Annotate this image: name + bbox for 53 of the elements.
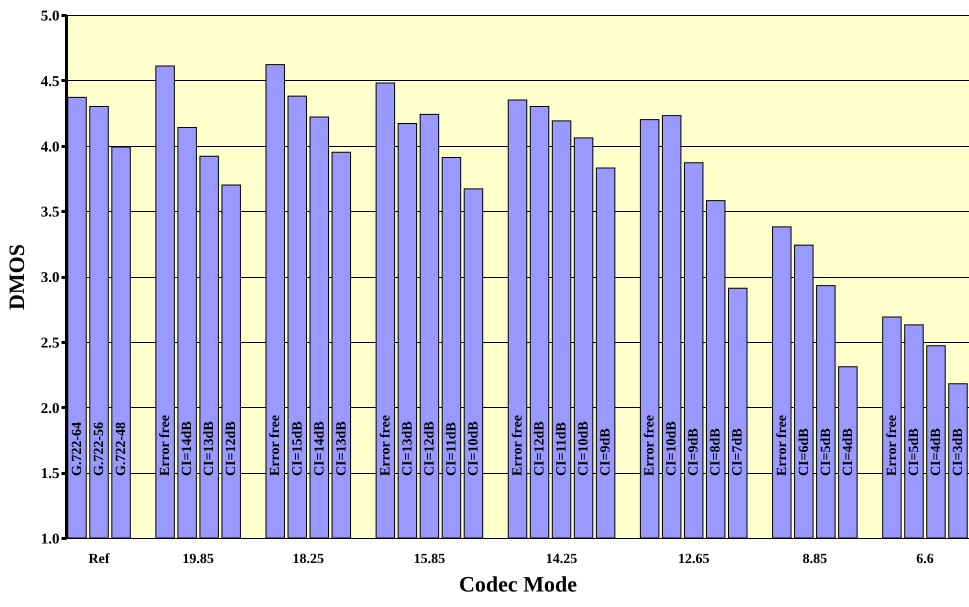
x-tick-label: CI=12dB <box>422 421 438 476</box>
x-tick-label: CI=5dB <box>818 428 834 476</box>
text: 8.85 <box>802 552 828 567</box>
x-tick-label: CI=13dB <box>400 421 416 476</box>
x-tick-label: G.722-64 <box>70 422 86 476</box>
y-tick-label: 3.5 <box>40 204 60 221</box>
text: 14.25 <box>546 552 578 567</box>
x-tick-label: Error free <box>378 414 394 476</box>
x-tick-label: CI=10dB <box>466 421 482 476</box>
x-tick-label: CI=13dB <box>202 421 218 476</box>
x-tick-label: CI=13dB <box>334 421 350 476</box>
x-tick-label: CI=12dB <box>532 421 548 476</box>
x-tick-label: Error free <box>268 414 284 476</box>
x-tick-label: CI=7dB <box>730 428 746 476</box>
x-tick-label: Error free <box>158 414 174 476</box>
y-tick-label: 5.0 <box>40 8 60 24</box>
y-axis-title: DMOS <box>4 244 29 310</box>
x-tick-label: CI=9dB <box>686 428 702 476</box>
x-tick-label: CI=10dB <box>664 421 680 476</box>
x-tick-label: CI=10dB <box>576 421 592 476</box>
text: 6.6 <box>916 552 934 567</box>
x-tick-label: G.722-56 <box>92 422 108 476</box>
x-tick-label: CI=12dB <box>224 421 240 476</box>
y-tick-label: 4.0 <box>40 139 60 156</box>
x-tick-label: CI=6dB <box>796 428 812 476</box>
text: 15.85 <box>414 552 446 567</box>
y-tick-label: 2.5 <box>40 335 60 352</box>
x-tick-label: CI=9dB <box>598 428 614 476</box>
y-tick-label: 2.0 <box>40 400 60 417</box>
x-tick-label: CI=14dB <box>180 421 196 476</box>
x-tick-label: CI=4dB <box>840 428 856 476</box>
x-tick-label: CI=5dB <box>906 428 922 476</box>
y-tick-label: 1.0 <box>40 532 60 548</box>
x-tick-label: CI=11dB <box>444 422 460 476</box>
x-tick-label: CI=11dB <box>554 422 570 476</box>
y-tick-label: 1.5 <box>40 466 60 482</box>
text: 18.25 <box>292 552 324 567</box>
text: 19.85 <box>182 552 214 567</box>
x-tick-label: CI=8dB <box>708 428 724 476</box>
x-axis-title: Codec Mode <box>459 572 578 596</box>
y-tick-label: 4.5 <box>40 74 60 90</box>
y-tick-label: 3.0 <box>40 270 60 286</box>
x-tick-label: Error free <box>884 414 900 476</box>
text: 12.65 <box>678 552 710 567</box>
x-tick-label: CI=3dB <box>950 428 966 476</box>
x-tick-label: CI=14dB <box>312 421 328 476</box>
text: Ref <box>88 552 110 567</box>
x-tick-label: G.722-48 <box>114 422 130 476</box>
x-tick-label: Error free <box>510 414 526 476</box>
x-tick-label: Error free <box>774 414 790 476</box>
x-tick-label: Error free <box>642 414 658 476</box>
x-tick-label: CI=15dB <box>290 421 306 476</box>
x-tick-label: CI=4dB <box>928 428 944 476</box>
